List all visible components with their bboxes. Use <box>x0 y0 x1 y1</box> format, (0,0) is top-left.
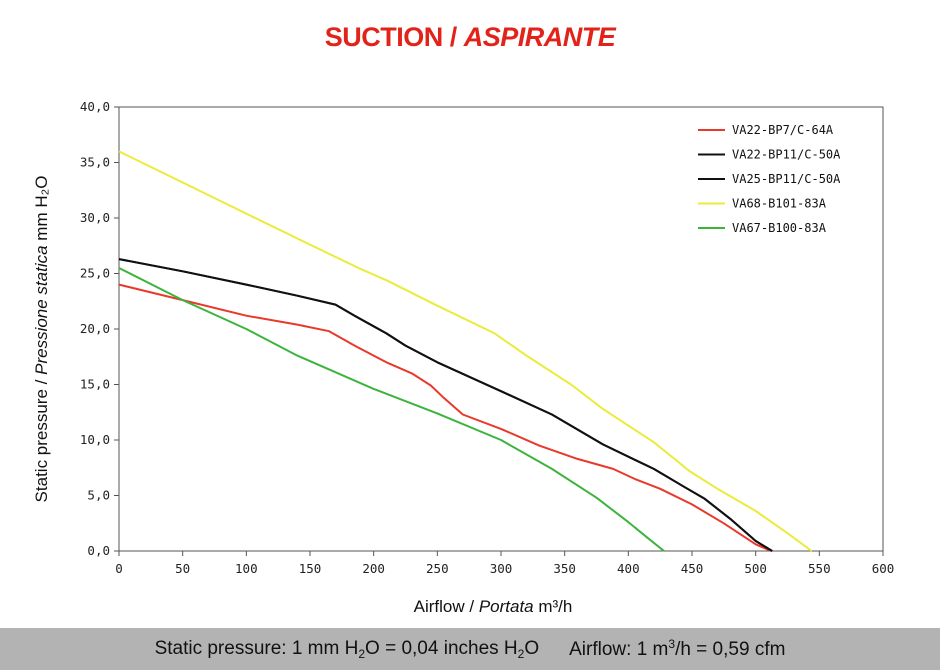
x-tick-label: 200 <box>362 561 385 576</box>
title-main: SUCTION / <box>324 22 458 52</box>
x-tick-label: 300 <box>490 561 513 576</box>
series-line-2 <box>118 258 773 552</box>
x-axis-label: Airflow / Portata m³/h <box>414 597 573 616</box>
y-tick-label: 40,0 <box>80 99 110 114</box>
y-tick-label: 0,0 <box>87 543 110 558</box>
x-tick-label: 600 <box>872 561 895 576</box>
title-italic: ASPIRANTE <box>463 22 616 52</box>
y-axis-label: Static pressure / Pressione statica mm H… <box>32 176 51 503</box>
axis-labels: Airflow / Portata m³/h Static pressure / … <box>32 176 572 616</box>
x-tick-label: 450 <box>681 561 704 576</box>
y-tick-label: 20,0 <box>80 321 110 336</box>
pressure-conversion: Static pressure: 1 mm H2O = 0,04 inches … <box>154 637 540 661</box>
y-tick-label: 5,0 <box>87 488 110 503</box>
y-tick-label: 35,0 <box>80 155 110 170</box>
conversion-footer: Static pressure: 1 mm H2O = 0,04 inches … <box>0 628 940 670</box>
x-tick-label: 550 <box>808 561 831 576</box>
y-tick-label: 25,0 <box>80 266 110 281</box>
x-tick-label: 350 <box>553 561 576 576</box>
series-line-3 <box>118 258 773 552</box>
legend-label: VA22-BP7/C-64A <box>732 123 834 137</box>
series-line-4 <box>118 150 813 552</box>
y-tick-label: 15,0 <box>80 377 110 392</box>
legend-label: VA22-BP11/C-50A <box>732 148 841 162</box>
legend-label: VA67-B100-83A <box>732 221 827 235</box>
airflow-conversion: Airflow: 1 m3/h = 0,59 cfm <box>569 637 786 660</box>
y-tick-label: 10,0 <box>80 432 110 447</box>
x-tick-label: 400 <box>617 561 640 576</box>
x-tick-label: 150 <box>299 561 322 576</box>
series-line-5 <box>118 267 665 552</box>
chart-title: SUCTION / ASPIRANTE <box>0 22 940 53</box>
x-tick-label: 50 <box>175 561 190 576</box>
y-tick-label: 30,0 <box>80 210 110 225</box>
x-tick-label: 100 <box>235 561 258 576</box>
x-tick-label: 250 <box>426 561 449 576</box>
series-line-1 <box>118 283 772 552</box>
axes: 0,0 5,0 10,0 15,0 20,0 25,0 30,0 35,0 40,0 0 50 100… <box>80 99 894 576</box>
x-tick-label: 500 <box>744 561 767 576</box>
legend-label: VA25-BP11/C-50A <box>732 172 841 186</box>
series-lines <box>118 150 813 552</box>
legend-label: VA68-B101-83A <box>732 197 827 211</box>
x-tick-label: 0 <box>115 561 123 576</box>
legend: VA22-BP7/C-64A VA22-BP11/C-50A VA25-BP11/C… <box>698 123 841 235</box>
pressure-airflow-chart: 0,0 5,0 10,0 15,0 20,0 25,0 30,0 35,0 40,0 0 50 100… <box>32 99 894 616</box>
